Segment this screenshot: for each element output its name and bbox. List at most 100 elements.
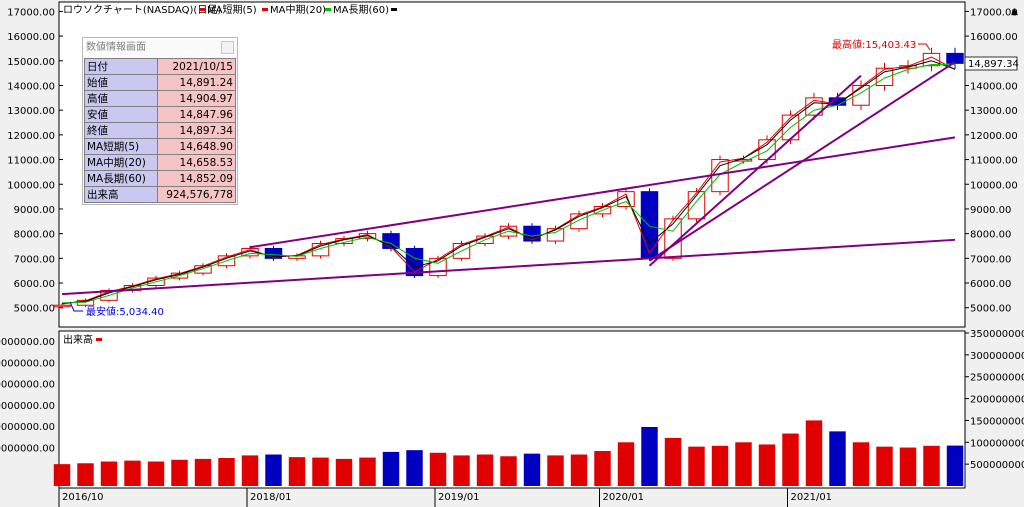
price-tick-label-left: 10000.00 <box>7 180 55 191</box>
info-key: 日付 <box>84 58 158 75</box>
volume-bar <box>876 446 893 486</box>
legend-swatch-ma60 <box>325 8 331 11</box>
volume-bar <box>899 447 917 486</box>
info-row: MA中期(20) 14,658.53 <box>84 154 236 171</box>
info-value: 14,897.34 <box>157 122 236 139</box>
min-price-label: 最安値:5,034.40 <box>86 305 164 318</box>
info-key: MA短期(5) <box>84 138 158 155</box>
price-tick-label-left: 16000.00 <box>7 32 55 43</box>
volume-bar <box>265 454 282 486</box>
legend-label-ma60: MA長期(60) <box>333 4 389 16</box>
price-tick-label-left: 14000.00 <box>7 81 55 92</box>
time-axis: 2016/10 2018/01 2019/01 2020/01 2021/01 <box>58 488 832 507</box>
price-tick-label-right: 6000.00 <box>970 279 1011 290</box>
scroll-arrow-icon[interactable]: ▲ <box>1011 7 1018 17</box>
volume-bar <box>77 463 94 486</box>
volume-tick-label-left: 0000000.00 <box>0 358 55 369</box>
info-value: 924,576,778 <box>157 186 236 203</box>
info-row: 出来高 924,576,778 <box>84 186 236 203</box>
info-key: 出来高 <box>84 186 158 203</box>
price-tick-label-left: 17000.00 <box>7 7 55 18</box>
volume-bar <box>547 455 564 486</box>
info-row: 始値 14,891.24 <box>84 74 236 91</box>
info-key: 安値 <box>84 106 158 123</box>
info-key: 始値 <box>84 74 158 91</box>
candle-body <box>546 228 565 242</box>
legend-end-swatch <box>391 8 397 11</box>
info-value: 14,658.53 <box>157 154 236 171</box>
volume-bar <box>617 442 635 486</box>
volume-tick-label-left: 0000000.00 <box>0 444 55 455</box>
price-tick-label-left: 8000.00 <box>14 230 55 241</box>
info-panel[interactable]: 数値情報画面 日付 2021/10/15 始値 14,891.24 高値 14,904… <box>82 37 238 205</box>
volume-tick-label-right: 1500000000 <box>970 416 1024 427</box>
trendline[interactable] <box>61 238 956 296</box>
volume-bar <box>241 455 259 486</box>
volume-bar <box>147 461 165 486</box>
price-tick-label-left: 12000.00 <box>7 131 55 142</box>
time-tick-label: 2016/10 <box>62 492 104 503</box>
price-tick-label-left: 15000.00 <box>7 57 55 68</box>
volume-bar <box>124 460 141 486</box>
candle-body <box>640 191 659 259</box>
moving-averages <box>61 56 956 305</box>
volume-axis: 3500000000 3000000000 2500000000 2000000000… <box>0 329 1024 471</box>
legend-swatch-ma5 <box>199 8 205 11</box>
max-price-pointer <box>918 43 931 51</box>
chart-title: ロウソクチャート(NASDAQ)(日足) <box>63 4 221 16</box>
volume-bar <box>500 456 517 486</box>
price-tick-label-right: 13000.00 <box>970 106 1018 117</box>
volume-tick-label-left: 0000000.00 <box>0 380 55 391</box>
info-row: 高値 14,904.97 <box>84 90 236 107</box>
ma-line-2 <box>61 60 956 304</box>
info-key: 終値 <box>84 122 158 139</box>
volume-tick-label-right: 2000000000 <box>970 395 1024 406</box>
info-value: 14,891.24 <box>157 74 236 91</box>
volume-tick-label-left: 0000000.00 <box>0 401 55 412</box>
volume-bar <box>946 445 964 486</box>
price-tick-label-right: 5000.00 <box>970 304 1011 315</box>
volume-tick-label-right: 3500000000 <box>970 329 1024 340</box>
volume-bar <box>312 457 329 486</box>
time-tick-label: 2020/01 <box>603 492 645 503</box>
legend-label-ma20: MA中期(20) <box>270 3 326 16</box>
min-price-pointer <box>69 301 83 312</box>
price-tick-label-right: 11000.00 <box>970 156 1018 167</box>
volume-tick-label-right: 2500000000 <box>970 373 1024 384</box>
candle-body <box>734 159 753 162</box>
ma-line-1 <box>61 56 956 305</box>
volume-bars <box>53 420 964 486</box>
price-axis: 17000.00 16000.00 15000.00 14000.00 13000.00… <box>7 7 1017 314</box>
volume-label: 出来高 <box>63 333 93 346</box>
price-tick-label-left: 13000.00 <box>7 106 55 117</box>
candle-body <box>264 247 283 259</box>
volume-bar <box>100 461 118 486</box>
volume-bar <box>923 445 940 486</box>
trendline[interactable] <box>249 136 956 249</box>
candle-body <box>311 243 330 257</box>
volume-bar <box>382 451 400 486</box>
volume-bar <box>641 426 658 486</box>
volume-tick-label-right: 500000000 <box>970 460 1024 471</box>
volume-bar <box>359 457 376 486</box>
volume-bar <box>53 464 71 486</box>
info-value: 2021/10/15 <box>157 58 236 75</box>
candle-body <box>53 304 71 308</box>
volume-bar <box>218 458 235 486</box>
trendline[interactable] <box>648 61 956 262</box>
ma-line-3 <box>61 63 956 304</box>
info-value: 14,648.90 <box>157 138 236 155</box>
trendline[interactable] <box>648 74 862 267</box>
info-panel-close-icon[interactable] <box>221 41 234 54</box>
price-tick-label-right: 7000.00 <box>970 254 1011 265</box>
volume-bar <box>688 446 705 486</box>
volume-bar <box>194 458 212 486</box>
volume-tick-label-right: 3000000000 <box>970 351 1024 362</box>
price-tick-label-left: 5000.00 <box>14 304 55 315</box>
info-key: MA長期(60) <box>84 170 158 187</box>
trendlines <box>61 61 956 296</box>
volume-bar <box>829 431 846 486</box>
volume-bar <box>406 450 423 486</box>
